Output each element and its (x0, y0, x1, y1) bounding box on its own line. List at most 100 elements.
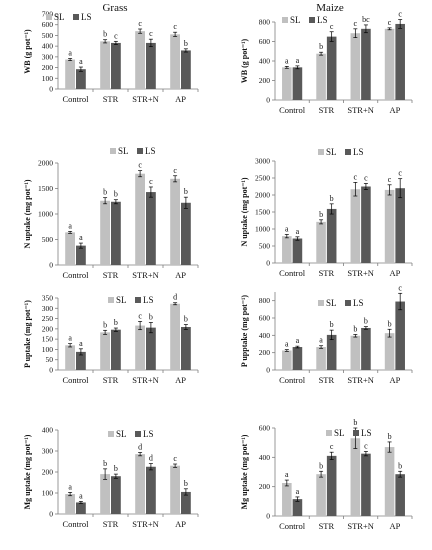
legend-label-LS: LS (353, 298, 364, 308)
significance-letter: a (285, 224, 289, 233)
legend-swatch-SL (318, 149, 324, 155)
legend-label-SL: SL (290, 15, 301, 25)
bar-LS (111, 329, 121, 370)
y-tick-label: 2000 (38, 159, 53, 168)
x-tick-label: Control (63, 270, 90, 280)
x-tick-label: Control (63, 375, 90, 385)
y-axis-label: P upptake (mg pot⁻¹) (240, 295, 249, 368)
x-tick-label: STR+N (347, 521, 374, 531)
bar-SL (135, 31, 145, 89)
bar-LS (326, 208, 337, 263)
significance-letter: b (184, 187, 188, 196)
bar-LS (326, 36, 337, 100)
y-tick-label: 0 (266, 259, 270, 268)
significance-letter: b (114, 190, 118, 199)
y-axis-label: WB (g pot⁻¹) (23, 29, 32, 74)
bar-LS (326, 455, 337, 516)
legend-swatch-SL (318, 300, 324, 306)
x-tick-label: Control (63, 94, 90, 104)
y-tick-label: 0 (49, 366, 53, 375)
significance-letter: c (398, 169, 402, 178)
y-tick-label: 600 (42, 20, 54, 29)
y-tick-label: 50 (46, 355, 54, 364)
legend-swatch-SL (326, 430, 332, 436)
bar-SL (384, 28, 395, 101)
legend-label-LS: LS (145, 146, 156, 156)
bar-LS (395, 23, 405, 101)
y-tick-label: 150 (42, 335, 54, 344)
significance-letter: b (103, 459, 107, 468)
significance-letter: b (330, 320, 334, 329)
significance-letter: c (173, 22, 177, 31)
y-tick-label: 250 (42, 314, 54, 323)
y-tick-label: 0 (266, 96, 270, 105)
x-tick-label: AP (389, 105, 400, 115)
y-tick-label: 800 (259, 296, 271, 305)
significance-letter: a (285, 470, 289, 479)
significance-letter: c (388, 175, 392, 184)
significance-letter: b (398, 461, 402, 470)
y-tick-label: 200 (259, 76, 271, 85)
significance-letter: c (354, 19, 358, 28)
y-tick-label: 100 (42, 74, 54, 83)
significance-letter: a (319, 336, 323, 345)
bar-SL (65, 59, 75, 89)
y-tick-label: 300 (42, 304, 54, 313)
legend-label-SL: SL (326, 298, 337, 308)
significance-letter: a (68, 334, 72, 343)
bar-LS (146, 466, 156, 514)
legend: SL LS (108, 295, 154, 305)
significance-letter: b (184, 39, 188, 48)
chart-panels: 0100200300400500600700WB (g pot⁻¹)Contro… (23, 10, 413, 531)
x-tick-label: STR+N (347, 268, 374, 278)
legend-label-SL: SL (118, 146, 129, 156)
significance-letter: a (79, 339, 83, 348)
significance-letter: c (364, 173, 368, 182)
bar-LS (146, 42, 156, 89)
bar-SL (170, 34, 180, 89)
y-tick-label: 500 (42, 235, 54, 244)
significance-letter: c (138, 161, 142, 170)
x-tick-label: STR (319, 521, 335, 531)
y-tick-label: 500 (259, 242, 271, 251)
significance-letter: b (103, 188, 107, 197)
significance-letter: d (138, 442, 142, 451)
legend-label-LS: LS (353, 147, 364, 157)
panel-4: 0 500 1000 1500 2000 2500 3000 N uptake (mg pot… (240, 147, 413, 278)
x-tick-label: STR+N (132, 375, 159, 385)
significance-letter: c (149, 29, 153, 38)
significance-letter: b (388, 432, 392, 441)
legend-label-SL: SL (334, 428, 345, 438)
significance-letter: a (296, 487, 300, 496)
x-tick-label: Control (63, 519, 90, 529)
x-tick-label: STR (103, 94, 119, 104)
x-tick-label: Control (279, 521, 306, 531)
y-axis-label: N uptake (mg pot⁻¹) (23, 179, 32, 248)
significance-letter: b (319, 42, 323, 51)
y-tick-label: 200 (42, 324, 54, 333)
bar-SL (100, 200, 110, 265)
bar-SL (316, 347, 326, 370)
bar-LS (146, 327, 156, 370)
bar-LS (395, 474, 405, 516)
x-tick-label: STR (103, 270, 119, 280)
y-axis-label: P uptake (mg pot⁻¹) (23, 300, 32, 368)
legend-swatch-SL (110, 148, 116, 154)
y-tick-label: 300 (42, 52, 54, 61)
significance-letter: a (68, 221, 72, 230)
significance-letter: c (138, 19, 142, 28)
significance-letter: a (296, 227, 300, 236)
significance-letter: b (114, 318, 118, 327)
x-tick-label: STR (103, 375, 119, 385)
panel-6: 0 200 400 600 800 P upptake (mg pot⁻¹) Control… (240, 283, 413, 385)
bar-SL (135, 454, 145, 514)
y-tick-label: 350 (42, 294, 54, 303)
bar-LS (361, 186, 371, 263)
bar-LS (76, 502, 86, 514)
significance-letter: c (173, 454, 177, 463)
x-tick-label: AP (389, 521, 400, 531)
x-tick-label: STR+N (132, 270, 159, 280)
bar-SL (384, 447, 395, 516)
bar-SL (350, 33, 361, 100)
